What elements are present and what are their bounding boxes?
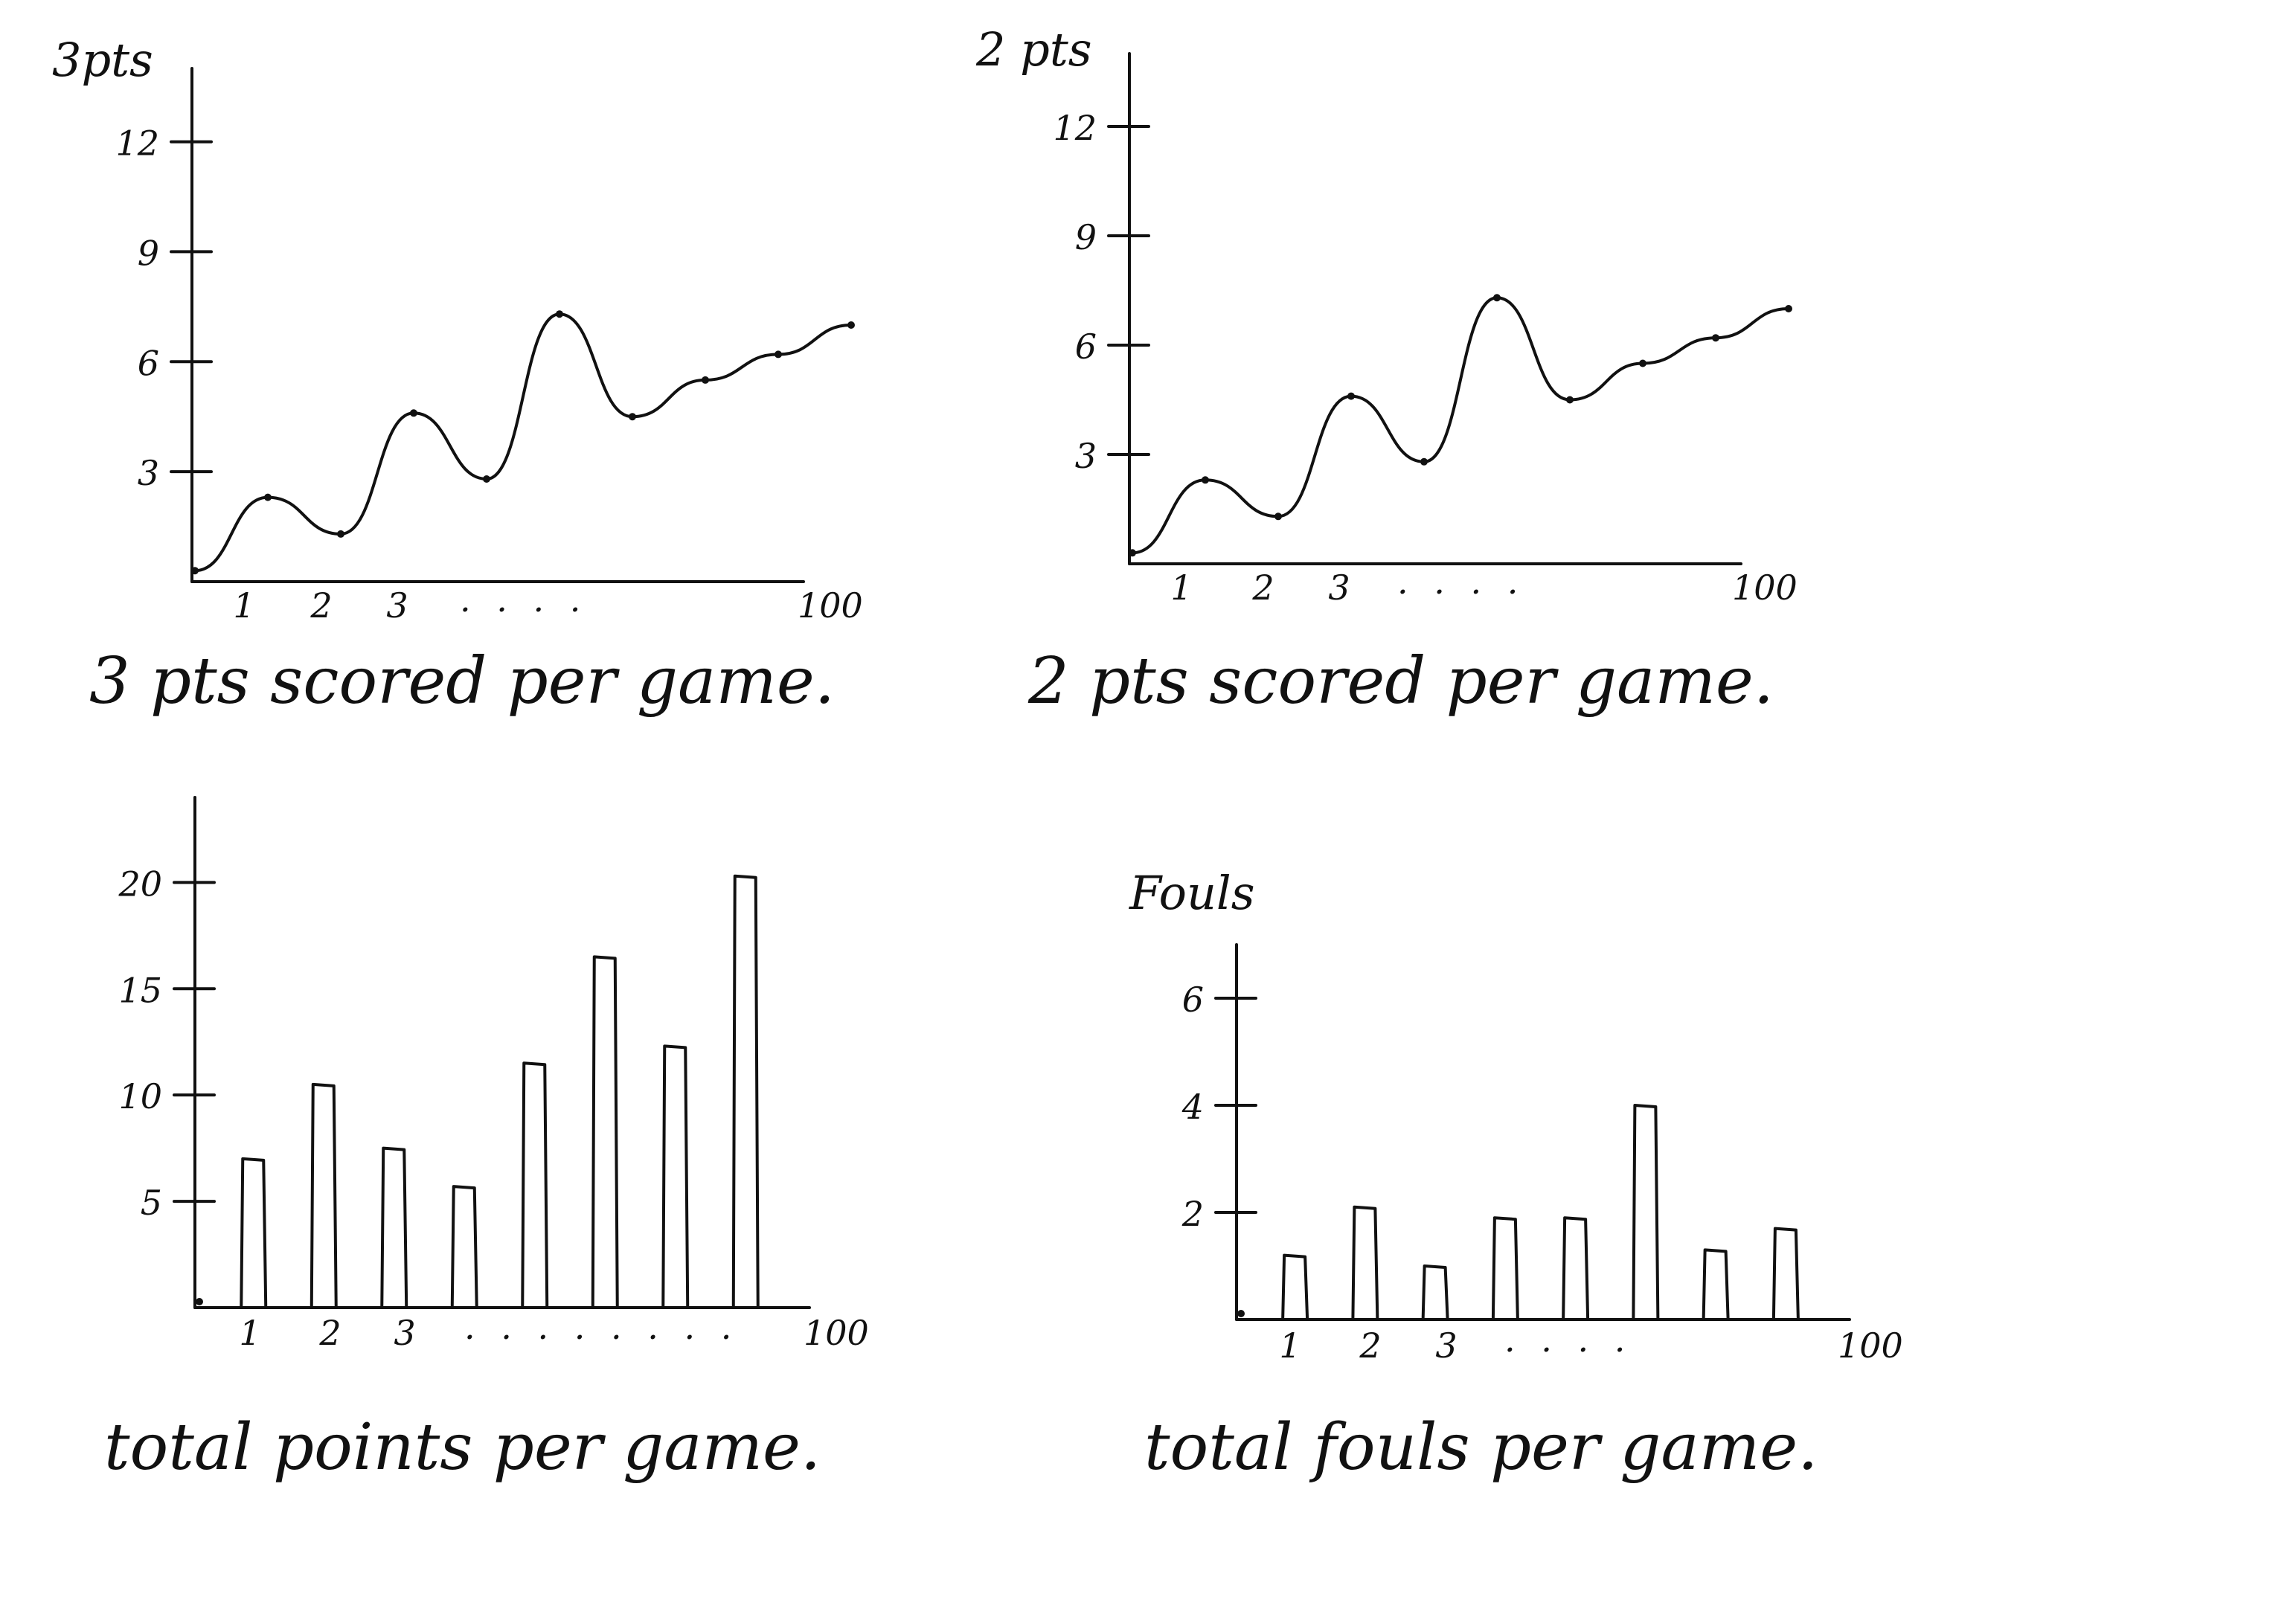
origin-dot (196, 1298, 203, 1305)
bar (1562, 1216, 1590, 1321)
chart-caption: total points per game. (104, 1410, 821, 1485)
data-point (1785, 305, 1792, 312)
x-tick-label: 2 (1251, 568, 1274, 608)
data-point (556, 310, 563, 318)
chart-panel-3: 5 10 15 20 1 2 3 . . . . . . . . 100 total points… (104, 796, 869, 1485)
chart-panel-4: Fouls 2 4 6 1 2 3 . . . . 100 total fouls per gam… (1129, 866, 1903, 1485)
y-tick-label: 6 (1075, 327, 1097, 367)
data-point (1420, 457, 1428, 466)
bar (450, 1185, 478, 1309)
x-tick-label: 2 (318, 1313, 341, 1353)
data-point (775, 350, 782, 359)
bar (521, 1061, 549, 1309)
x-tick-label: 1 (233, 585, 254, 626)
data-point (337, 530, 344, 538)
y-tick-label: 6 (138, 343, 159, 383)
series-line (1131, 296, 1790, 555)
x-tick-label: 3 (1435, 1325, 1457, 1366)
y-tick-label: 3 (138, 453, 159, 493)
bar (1281, 1253, 1309, 1321)
data-point (1566, 396, 1574, 404)
y-tick-label: 6 (1182, 980, 1204, 1020)
bar (1771, 1227, 1800, 1321)
x-tick-ellipsis: . . . . (1504, 1320, 1632, 1360)
y-tick-label: 2 (1181, 1194, 1204, 1234)
bar (661, 1044, 690, 1309)
y-tick-label: 20 (118, 864, 162, 904)
bar (380, 1146, 408, 1309)
y-tick-label: 9 (138, 233, 159, 273)
data-point (702, 376, 709, 384)
x-tick-label: 2 (310, 585, 332, 626)
bar (591, 955, 619, 1309)
x-tick-ellipsis: . . . . . . . . (464, 1307, 739, 1347)
y-tick-label: 4 (1181, 1087, 1204, 1127)
data-point (1202, 476, 1209, 484)
bar (1702, 1248, 1730, 1321)
data-point (1712, 334, 1719, 342)
y-tick-label: 10 (118, 1076, 162, 1116)
x-tick-label: 1 (239, 1313, 260, 1353)
series-line (193, 312, 853, 573)
data-point (191, 567, 199, 575)
x-tick-label-end: 100 (1732, 568, 1798, 608)
x-tick-label-end: 100 (1838, 1325, 1903, 1366)
x-tick-ellipsis: . . . . (460, 579, 588, 620)
bar (1491, 1216, 1519, 1321)
chart-caption: 3 pts scored per game. (89, 644, 835, 719)
data-point (264, 493, 272, 501)
origin-dot (1237, 1310, 1245, 1317)
y-axis-label: 3pts (52, 33, 153, 87)
y-axis-label: Fouls (1129, 866, 1255, 920)
chart-caption: total fouls per game. (1144, 1410, 1818, 1485)
bar (240, 1157, 268, 1309)
data-point (847, 321, 855, 329)
data-point (1493, 294, 1501, 302)
bar (1421, 1264, 1449, 1321)
y-axis-label: 2 pts (975, 22, 1092, 77)
x-tick-label: 2 (1359, 1325, 1381, 1366)
y-tick-label: 5 (141, 1183, 162, 1223)
y-tick-label: 3 (1075, 436, 1097, 476)
data-point (1129, 549, 1136, 557)
y-tick-label: 15 (118, 970, 162, 1010)
data-point (629, 413, 636, 421)
bar (1351, 1205, 1379, 1321)
data-point (1347, 392, 1355, 400)
x-tick-ellipsis: . . . . (1397, 562, 1525, 602)
chart-caption: 2 pts scored per game. (1027, 644, 1774, 719)
x-tick-label: 3 (386, 585, 408, 626)
data-point (1639, 359, 1646, 367)
bar (310, 1082, 338, 1309)
data-point (1274, 512, 1282, 521)
y-tick-label: 12 (115, 123, 159, 164)
bar (731, 874, 760, 1309)
x-tick-label-end: 100 (798, 585, 863, 626)
x-tick-label: 1 (1170, 568, 1192, 608)
y-tick-label: 9 (1075, 217, 1097, 257)
x-tick-label: 3 (1328, 568, 1350, 608)
x-tick-label-end: 100 (804, 1313, 869, 1353)
x-tick-label: 3 (394, 1313, 415, 1353)
x-tick-label: 1 (1279, 1325, 1301, 1366)
y-tick-label: 12 (1053, 108, 1097, 148)
bar (1632, 1104, 1660, 1321)
data-point (483, 475, 490, 483)
data-point (410, 409, 417, 417)
